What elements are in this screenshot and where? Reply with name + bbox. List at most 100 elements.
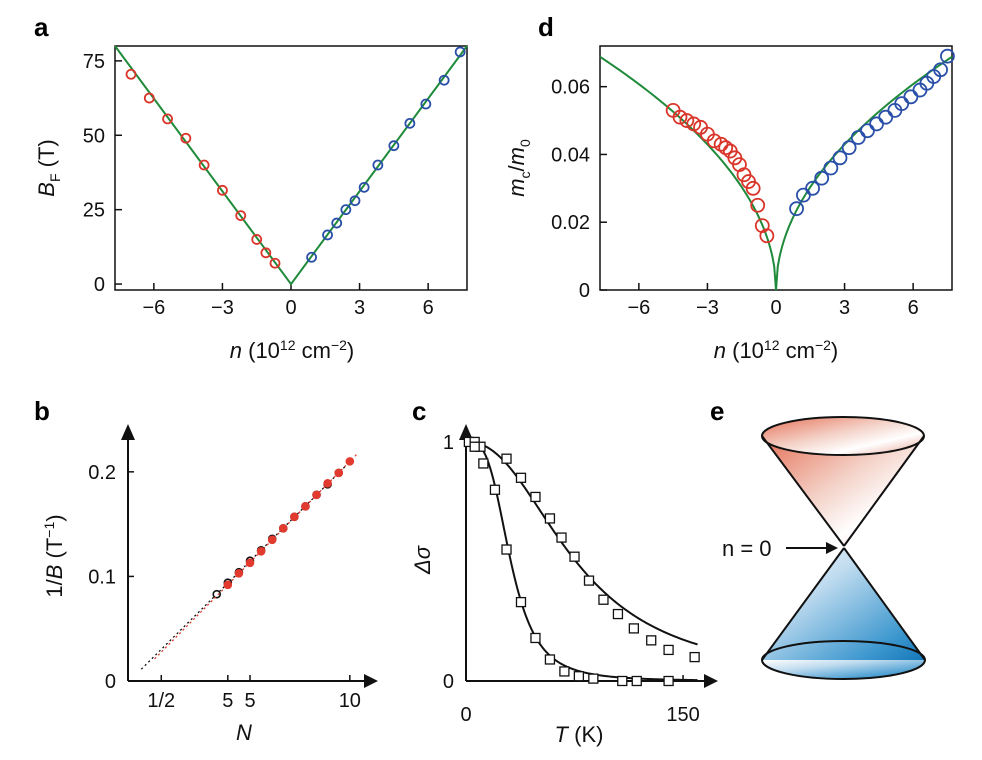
panel-a-ylabel: BF (T) [34, 139, 63, 196]
panel-c-ylabel: Δσ [410, 545, 435, 575]
panel-b-letter: b [34, 396, 50, 426]
panel-b-point [345, 457, 355, 466]
panel-d-point [933, 62, 948, 78]
panel-d-point [718, 140, 734, 156]
panel-c-point [588, 673, 599, 684]
panel-c-ytick-label: 1 [443, 432, 454, 454]
lower-cone-right-edge [843, 547, 926, 661]
panel-a-point [125, 68, 137, 80]
panel-c-point [515, 596, 527, 608]
panel-b-point [312, 490, 321, 500]
panel-d-xtick-label: −3 [696, 297, 719, 319]
upper-cone-rim [761, 416, 925, 456]
panel-d-xtick-label: 6 [908, 297, 919, 319]
panel-e-annotation: n = 0 [722, 536, 772, 561]
panel-d-letter: d [538, 12, 554, 42]
panel-b-ytick-label: 0.2 [88, 462, 116, 484]
panel-a-point [340, 204, 352, 216]
panel-a-point [438, 74, 450, 86]
panel-c-xtick-label: 150 [666, 704, 699, 726]
panel-b-xtick-label: 5 [222, 690, 233, 712]
panel-c-xtick-label: 0 [460, 704, 471, 726]
panel-b-point [334, 468, 344, 478]
upper-cone [762, 436, 924, 546]
panel-c-point [501, 453, 512, 464]
panel-b-xtick-label: 1/2 [147, 690, 175, 712]
panel-c-x-arrow [704, 674, 718, 688]
panel-d-point [679, 113, 695, 128]
panel-b-point [234, 568, 244, 578]
panel-a-xtick-label: 6 [423, 297, 434, 319]
panel-d-point [745, 180, 761, 196]
panel-b-point [278, 524, 288, 533]
panel-a-xlabel: n (1012 cm−2) [230, 337, 355, 363]
panel-a-point [388, 140, 400, 152]
panel-d-xtick-label: 0 [770, 297, 781, 319]
panel-b-ylabel: 1/B (T−1) [41, 514, 67, 597]
panel-a-frame [114, 45, 468, 291]
panel-c-point [569, 551, 580, 562]
panel-a-xtick-label: 3 [354, 297, 365, 319]
panel-c-point [559, 666, 570, 677]
panel-b-point [267, 535, 277, 545]
panel-c-ytick-label: 0 [443, 671, 454, 693]
panel-d-point [759, 228, 775, 244]
panel-a-point [180, 132, 192, 144]
panel-c-point [573, 671, 585, 682]
panel-c-point [544, 513, 556, 524]
panel-d-xlabel: n (1012 cm−2) [714, 337, 839, 363]
panel-a-point [260, 247, 272, 259]
panel-b-point [212, 589, 222, 599]
panel-d-fit-curve [599, 55, 953, 291]
panel-a-point [454, 46, 466, 58]
panel-e-dirac-cone: n = 0 [722, 416, 926, 680]
panel-d-point [878, 109, 894, 125]
panel-d-point [805, 180, 820, 196]
panel-a-point [306, 251, 317, 263]
lower-cone-rim-front [761, 659, 926, 680]
panel-a-point [349, 195, 361, 207]
panel-a-point [420, 98, 432, 110]
panel-b-y-arrow [121, 424, 135, 440]
panel-a-point [331, 217, 343, 229]
panel-b-point [301, 502, 310, 511]
panel-a-point [198, 159, 210, 171]
panel-c-y-arrow [459, 424, 473, 440]
panel-c-fit-curve [468, 441, 698, 646]
panel-c-point [544, 654, 556, 665]
panel-b-xtick-label: 10 [339, 690, 361, 712]
panel-d-xtick-label: 3 [839, 297, 850, 319]
panel-b-point [290, 512, 299, 522]
panel-c-point [469, 441, 480, 452]
panel-e-letter: e [710, 396, 724, 426]
panel-b-x-arrow [364, 674, 378, 688]
panel-c-point [501, 544, 512, 555]
panel-a-letter: a [34, 12, 49, 42]
panel-c-letter: c [412, 396, 426, 426]
panel-a-ytick-label: 50 [83, 125, 105, 147]
arrow-head [826, 542, 838, 554]
panel-c-point [598, 594, 609, 605]
panel-d-chart: −6 −3 0 3 6 0 0.02 0.04 0.06 [551, 45, 955, 319]
panel-c-chart: 0 150 0 1 [443, 424, 718, 726]
panel-a-ytick-label: 0 [94, 274, 105, 296]
panel-d-point [940, 48, 955, 64]
panel-c-point [530, 632, 541, 644]
panel-a-point [322, 229, 333, 241]
panel-b-ytick-label: 0.1 [88, 566, 116, 588]
panel-a-point [404, 117, 416, 129]
panel-c-point [530, 491, 541, 503]
panel-c-point [515, 472, 527, 483]
lower-cone-rim-back [761, 640, 926, 661]
panel-d-ytick-label: 0.04 [551, 144, 590, 166]
panel-a-xtick-label: −3 [211, 297, 234, 319]
panel-a-ytick-label: 75 [83, 51, 105, 73]
panel-b-point [245, 558, 255, 568]
upper-cone-right-edge [843, 435, 925, 547]
panel-a-point [251, 234, 263, 245]
panel-d-point [903, 89, 919, 105]
panel-a-point [235, 210, 247, 222]
panel-d-point [850, 130, 866, 145]
panel-a-point [358, 181, 370, 193]
